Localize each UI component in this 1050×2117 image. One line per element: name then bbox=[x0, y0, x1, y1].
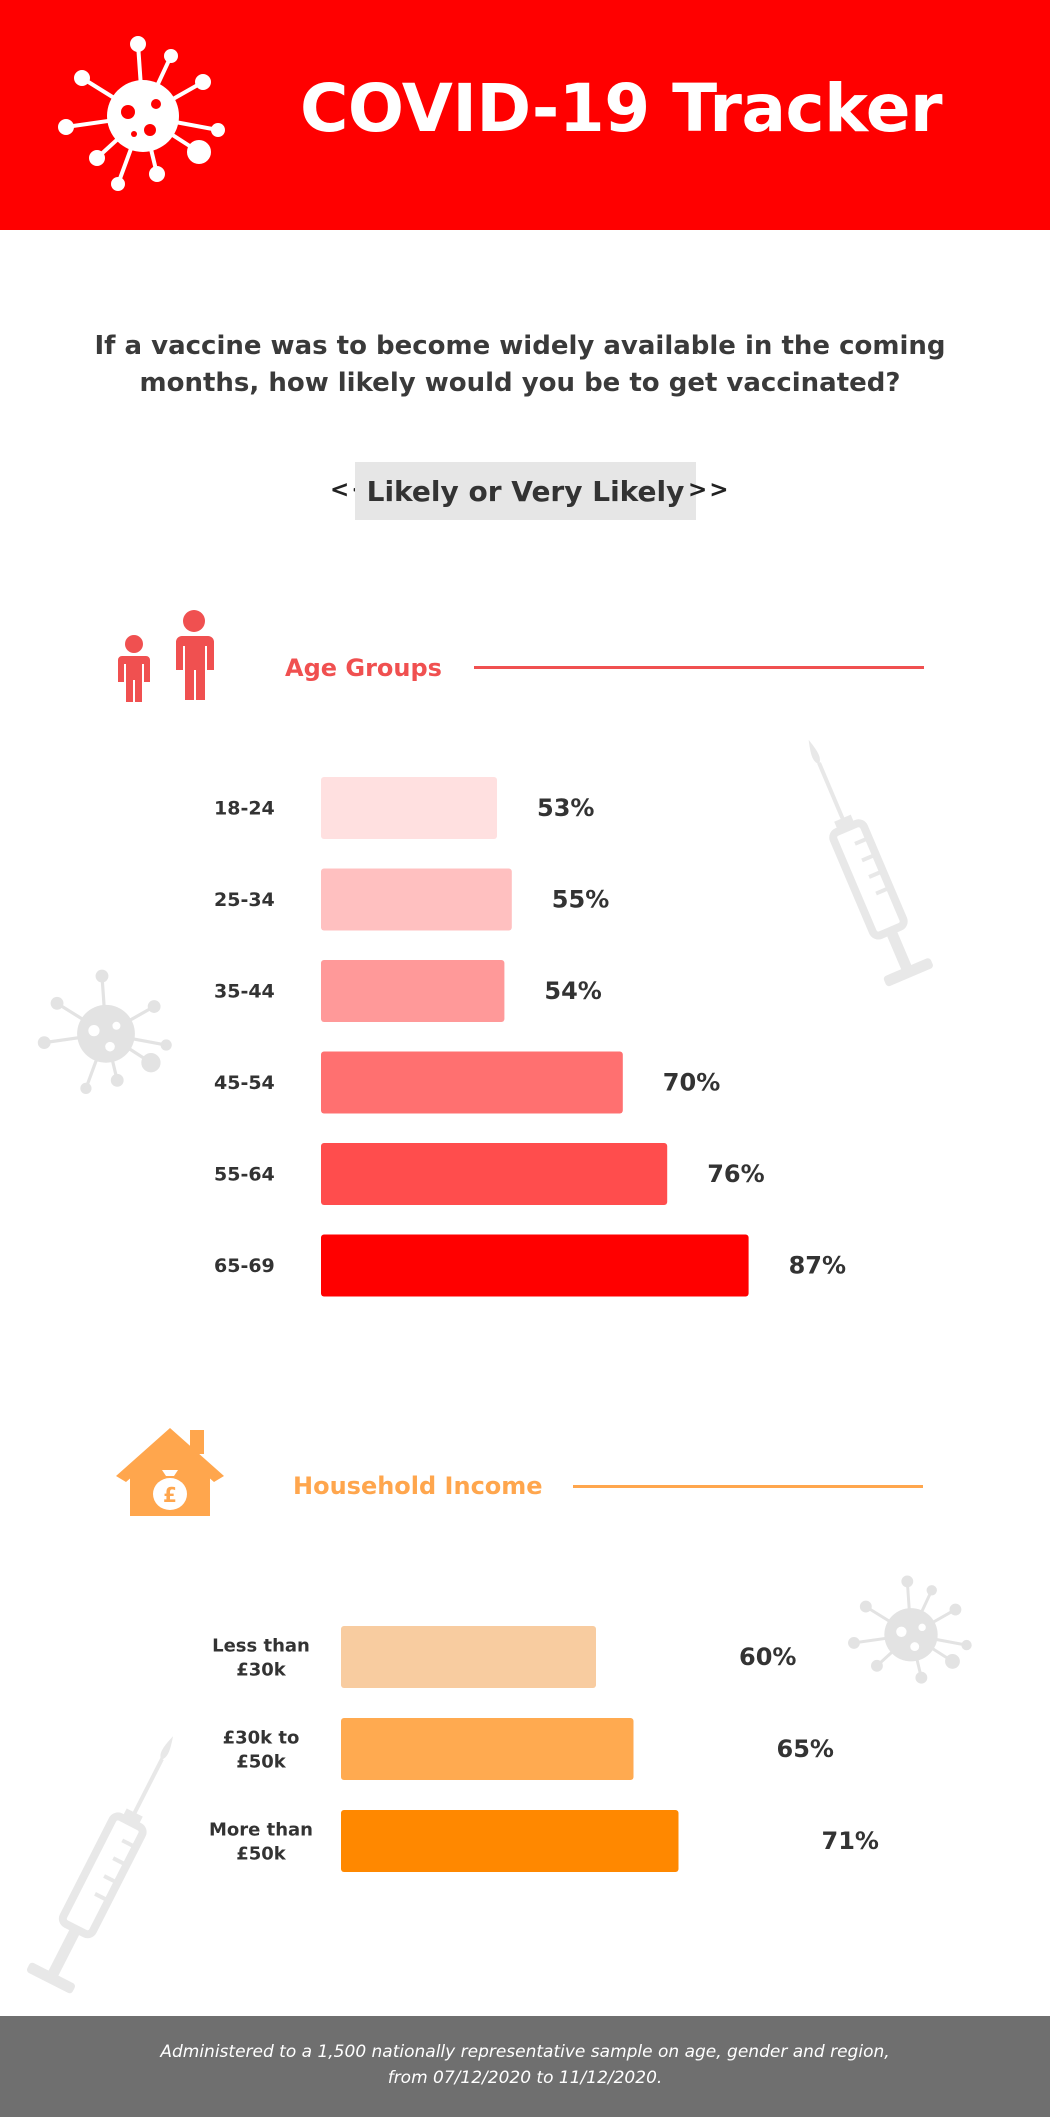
value-label: 70% bbox=[663, 1069, 720, 1097]
virus-icon bbox=[58, 36, 225, 191]
bar bbox=[341, 1718, 634, 1780]
category-label: More than £50k bbox=[209, 1819, 313, 1864]
category-label: 25-34 bbox=[214, 889, 275, 911]
value-label: 76% bbox=[707, 1160, 764, 1188]
bar bbox=[321, 1051, 623, 1114]
income-section-title: Household Income bbox=[293, 1472, 543, 1500]
syringe-icon bbox=[26, 1736, 174, 1994]
bar bbox=[341, 1810, 679, 1872]
value-label: 55% bbox=[552, 886, 609, 914]
age-section-divider bbox=[474, 666, 924, 669]
response-selector[interactable]: Likely or Very Likely bbox=[355, 462, 696, 520]
age-bar-chart: 18-24 53% 25-34 55% 35-44 54% 45-54 70% 55-64 76%… bbox=[214, 777, 846, 1297]
value-label: 71% bbox=[822, 1827, 879, 1855]
income-section-divider bbox=[573, 1485, 923, 1488]
bar bbox=[321, 1143, 668, 1205]
category-label: 65-69 bbox=[214, 1255, 275, 1277]
category-label: 35-44 bbox=[214, 981, 275, 1003]
family-icon bbox=[118, 610, 214, 702]
footer-bar bbox=[0, 2016, 1050, 2117]
header-banner: COVID-19 Tracker bbox=[0, 0, 1050, 230]
value-label: 60% bbox=[739, 1643, 796, 1671]
bar bbox=[321, 960, 505, 1022]
category-label: Less than £30k bbox=[212, 1635, 310, 1680]
bar bbox=[321, 868, 512, 931]
methodology-footnote: Administered to a 1,500 nationally repre… bbox=[160, 2042, 890, 2088]
virus-icon bbox=[37, 969, 172, 1094]
category-label: 55-64 bbox=[214, 1164, 275, 1186]
value-label: 53% bbox=[537, 794, 594, 822]
next-button[interactable]: >> bbox=[688, 477, 731, 503]
category-label: 45-54 bbox=[214, 1072, 275, 1094]
house-money-bag-icon: £ bbox=[116, 1428, 224, 1516]
svg-text:£: £ bbox=[163, 1483, 177, 1507]
value-label: 87% bbox=[789, 1252, 846, 1280]
syringe-icon bbox=[808, 739, 933, 987]
bar bbox=[321, 777, 497, 839]
category-label: £30k to £50k bbox=[223, 1727, 300, 1772]
bar bbox=[341, 1626, 596, 1688]
page-title: COVID-19 Tracker bbox=[300, 70, 943, 147]
bar bbox=[321, 1234, 749, 1297]
survey-question: If a vaccine was to become widely availa… bbox=[94, 331, 946, 398]
virus-icon bbox=[848, 1575, 972, 1684]
age-section-title: Age Groups bbox=[285, 654, 442, 682]
value-label: 54% bbox=[544, 977, 601, 1005]
category-label: 18-24 bbox=[214, 798, 275, 820]
value-label: 65% bbox=[777, 1735, 834, 1763]
income-bar-chart: Less than £30k 60% £30k to £50k 65% More than £… bbox=[209, 1626, 879, 1872]
